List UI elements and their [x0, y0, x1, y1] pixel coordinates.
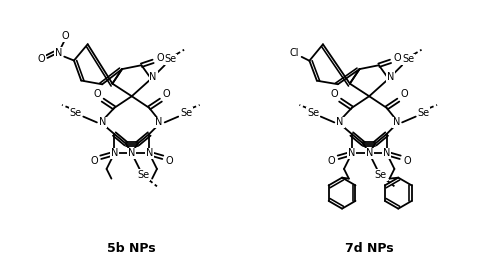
- Text: Se: Se: [70, 108, 82, 118]
- Text: N: N: [128, 148, 136, 158]
- Text: O: O: [328, 156, 335, 166]
- Text: N: N: [387, 72, 394, 82]
- Text: O: O: [400, 89, 408, 99]
- Text: O: O: [166, 156, 173, 166]
- Text: N: N: [150, 72, 157, 82]
- Text: Se: Se: [375, 170, 387, 180]
- Text: Se: Se: [138, 170, 149, 180]
- Text: N: N: [366, 148, 373, 158]
- Text: Se: Se: [402, 55, 414, 65]
- Text: O: O: [394, 53, 401, 63]
- Text: 5b NPs: 5b NPs: [108, 242, 156, 255]
- Text: Cl: Cl: [289, 48, 298, 58]
- Text: N: N: [55, 48, 62, 58]
- Text: O: O: [403, 156, 411, 166]
- Text: Se: Se: [164, 55, 176, 65]
- Text: N: N: [155, 117, 162, 127]
- Text: N: N: [392, 117, 400, 127]
- Text: N: N: [348, 148, 356, 158]
- Text: Se: Se: [418, 108, 430, 118]
- Text: 7d NPs: 7d NPs: [345, 242, 394, 255]
- Text: O: O: [156, 53, 164, 63]
- Text: N: N: [383, 148, 390, 158]
- Text: O: O: [93, 89, 100, 99]
- Text: Se: Se: [180, 108, 192, 118]
- Text: O: O: [37, 53, 45, 63]
- Text: O: O: [90, 156, 98, 166]
- Text: N: N: [336, 117, 344, 127]
- Text: O: O: [163, 89, 170, 99]
- Text: N: N: [146, 148, 153, 158]
- Text: N: N: [110, 148, 118, 158]
- Text: Se: Se: [307, 108, 319, 118]
- Text: O: O: [62, 31, 69, 41]
- Text: N: N: [99, 117, 106, 127]
- Text: O: O: [330, 89, 338, 99]
